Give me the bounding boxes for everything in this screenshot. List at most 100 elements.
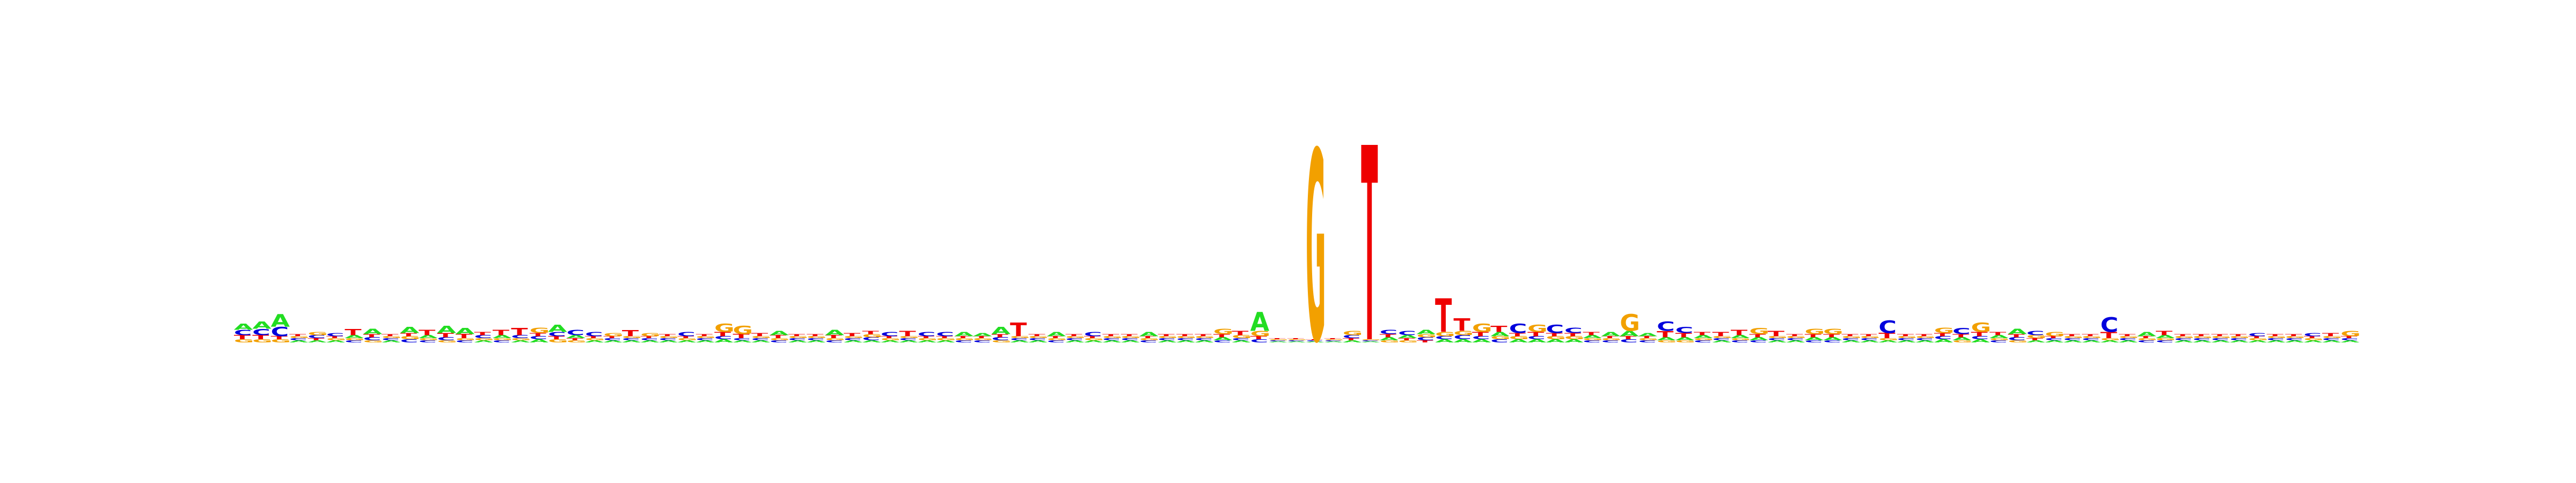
logo-letter-t: T: [2230, 333, 2247, 336]
logo-letter-c: C: [714, 335, 733, 340]
logo-letter-t: T: [992, 333, 1009, 338]
logo-letter-g: G: [1675, 340, 1696, 343]
logo-letter-g: G: [899, 335, 919, 339]
logo-letter-g: G: [308, 331, 328, 336]
logo-letter-t: T: [1139, 335, 1157, 339]
logo-letter-c: C: [1324, 340, 1342, 342]
logo-letter-c: C: [1306, 340, 1324, 342]
logo-letter-t: T: [1361, 93, 1378, 402]
logo-letter-g: G: [1453, 330, 1474, 336]
logo-letter-g: G: [585, 338, 605, 341]
logo-letter-a: A: [1121, 340, 1141, 343]
logo-letter-c: C: [659, 338, 677, 341]
logo-letter-c: C: [2211, 338, 2229, 341]
logo-letter-c: C: [1749, 340, 1767, 343]
logo-letter-c: C: [2174, 338, 2192, 341]
logo-letter-a: A: [1915, 340, 1935, 343]
logo-letter-a: A: [1435, 338, 1454, 343]
logo-letter-g: G: [1324, 339, 1344, 341]
logo-letter-g: G: [1657, 340, 1677, 343]
logo-letter-g: G: [2248, 338, 2268, 341]
logo-letter-a: A: [2303, 340, 2323, 343]
logo-letter-g: G: [1915, 335, 1936, 339]
logo-letter-t: T: [1527, 331, 1545, 337]
logo-letter-t: T: [1897, 333, 1914, 336]
logo-letter-t: T: [567, 338, 584, 341]
logo-letter-t: T: [1047, 335, 1064, 339]
logo-letter-g: G: [289, 335, 310, 339]
logo-letter-a: A: [2322, 340, 2342, 343]
logo-letter-c: C: [603, 338, 621, 341]
logo-letter-t: T: [2211, 333, 2228, 336]
logo-letter-c: C: [1509, 321, 1527, 336]
logo-letter-a: A: [1417, 328, 1436, 335]
logo-letter-c: C: [530, 335, 548, 340]
logo-letter-a: A: [1989, 334, 2009, 339]
logo-letter-g: G: [1380, 340, 1400, 343]
logo-letter-t: T: [1435, 290, 1452, 343]
logo-letter-a: A: [1232, 340, 1252, 343]
logo-letter-c: C: [733, 338, 751, 341]
logo-letter-g: G: [1694, 338, 1714, 341]
logo-letter-g: G: [788, 335, 809, 339]
logo-letter-t: T: [1195, 333, 1212, 336]
logo-letter-g: G: [603, 332, 624, 337]
logo-letter-t: T: [1102, 333, 1119, 336]
logo-letter-t: T: [1250, 335, 1268, 340]
logo-letter-g: G: [2230, 335, 2250, 339]
logo-letter-t: T: [733, 333, 750, 339]
logo-letter-g: G: [1823, 327, 1843, 335]
logo-letter-a: A: [696, 340, 716, 343]
logo-letter-a: A: [881, 340, 901, 343]
logo-letter-g: G: [1398, 340, 1418, 343]
logo-letter-g: G: [1768, 335, 1788, 339]
logo-letter-c: C: [1934, 335, 1952, 340]
logo-letter-g: G: [382, 335, 402, 339]
logo-letter-t: T: [751, 332, 769, 337]
logo-letter-g: G: [1971, 320, 1992, 335]
logo-letter-a: A: [862, 340, 882, 343]
logo-letter-t: T: [1601, 335, 1619, 339]
logo-letter-c: C: [234, 328, 252, 336]
logo-letter-t: T: [2063, 333, 2081, 336]
logo-letter-a: A: [603, 340, 623, 343]
logo-letter-a: A: [751, 340, 771, 343]
logo-letter-a: A: [1472, 338, 1491, 343]
logo-letter-a: A: [1028, 340, 1048, 343]
logo-letter-g: G: [2082, 335, 2102, 339]
logo-letter-g: G: [1638, 338, 1659, 341]
logo-stacks: GTCAGTCAGTCAACGTATCGAGTCCGATGCTAACGTCGTA…: [234, 93, 2361, 402]
logo-letter-c: C: [419, 340, 437, 343]
logo-letter-c: C: [1620, 338, 1638, 343]
logo-letter-c: C: [1232, 338, 1250, 341]
logo-letter-g: G: [2193, 335, 2213, 339]
logo-letter-t: T: [1343, 338, 1360, 341]
logo-letter-g: G: [1269, 339, 1289, 341]
logo-letter-g: G: [825, 338, 846, 341]
logo-letter-a: A: [474, 340, 494, 343]
logo-letter-g: G: [1712, 335, 1732, 339]
logo-letter-a: A: [419, 334, 438, 339]
logo-letter-g: G: [419, 338, 439, 341]
logo-letter-c: C: [2156, 340, 2174, 343]
logo-letter-t: T: [1324, 338, 1341, 340]
logo-letter-a: A: [511, 340, 531, 343]
logo-letter-a: A: [1749, 336, 1768, 341]
logo-letter-t: T: [1805, 333, 1822, 338]
logo-letter-c: C: [2119, 338, 2137, 341]
logo-letter-t: T: [400, 332, 418, 337]
logo-letter-a: A: [1250, 308, 1270, 338]
logo-letter-t: T: [585, 335, 602, 339]
logo-letter-c: C: [1971, 335, 1989, 340]
logo-letter-c: C: [252, 327, 270, 338]
logo-letter-c: C: [548, 331, 566, 337]
logo-letter-t: T: [1232, 330, 1249, 336]
logo-letter-t: T: [1657, 330, 1674, 340]
logo-letter-t: T: [696, 333, 713, 336]
logo-letter-a: A: [677, 340, 697, 343]
logo-letter-t: T: [1989, 331, 2007, 336]
logo-letter-t: T: [1176, 333, 1194, 336]
logo-letter-g: G: [1989, 338, 2010, 341]
logo-letter-c: C: [2230, 338, 2248, 341]
logo-letter-g: G: [1527, 323, 1548, 334]
